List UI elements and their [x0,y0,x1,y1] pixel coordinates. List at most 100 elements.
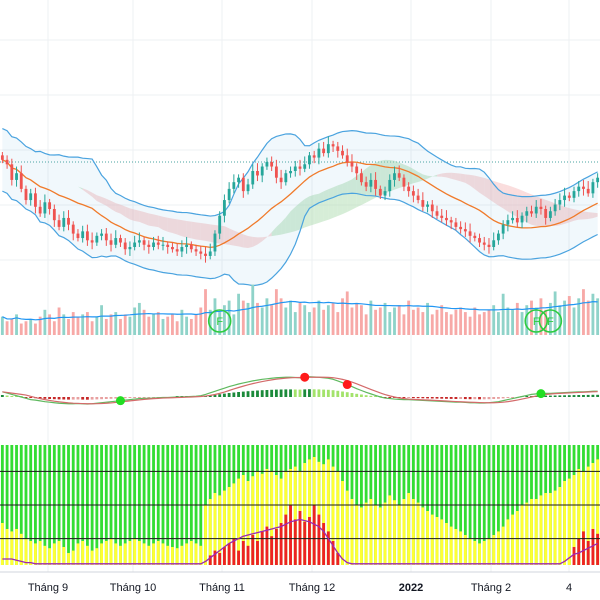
volume-bar [364,314,368,335]
strength-yellow-bar [208,499,212,565]
strength-yellow-bar [449,526,453,565]
strength-yellow-bar [378,507,382,565]
volume-bar [161,318,165,335]
strength-yellow-bar [152,543,155,565]
strength-red-bar [246,545,250,565]
strength-yellow-bar [218,495,222,565]
cloud-segment [441,172,447,178]
cloud-segment [498,182,504,209]
candle-body [553,204,557,212]
candle-body [454,222,458,227]
strength-yellow-bar [166,545,170,565]
volume-bar [530,300,533,335]
green-signal-dot [115,396,125,406]
strength-yellow-bar [100,543,103,565]
strength-yellow-bar [222,490,226,565]
candle-body [582,186,585,189]
strength-yellow-bar [440,519,444,565]
strength-yellow-bar [402,499,406,565]
cloud-segment [200,222,206,241]
strength-yellow-bar [232,483,236,565]
oscillator-bar [237,392,240,397]
candle-body [213,233,217,252]
strength-yellow-bar [76,543,80,565]
candlesticks [0,136,600,263]
volume-bar [449,314,453,335]
strength-yellow-bar [204,505,207,565]
oscillator-bar [511,397,515,398]
strength-yellow-bar [487,538,491,565]
candle-body [52,209,56,221]
candle-body [426,204,429,207]
strength-yellow-bar [10,531,14,565]
oscillator-bar [227,393,231,397]
oscillator-bar [43,397,47,399]
strength-red-bar [256,541,259,565]
oscillator-bar [265,390,269,397]
strength-yellow-bar [279,478,283,565]
strength-yellow-bar [393,500,396,565]
volume-bar [463,312,467,335]
volume-bar [497,312,500,335]
cloud-segment [465,174,471,186]
candle-body [525,211,529,216]
oscillator-bar [48,397,52,399]
candle-body [218,215,222,234]
volume-bar [501,293,505,335]
volume-bar [402,314,406,335]
candle-body [15,173,18,180]
cloud-segment [285,211,291,234]
strength-yellow-bar [171,547,174,565]
strength-yellow-bar [459,531,463,565]
volume-bar [553,291,557,335]
volume-bar [218,312,222,335]
cloud-segment [144,212,149,226]
oscillator-bar [100,397,103,400]
volume-bar [407,300,411,335]
volume-bar [175,321,179,335]
volume-bar [85,312,89,335]
oscillator-bar [104,397,108,399]
cloud-segment [432,174,438,177]
cloud-segment [446,172,452,179]
strength-red-bar [596,533,600,565]
cloud-segment [583,211,589,220]
candle-body [166,244,170,247]
candle-body [199,251,203,254]
volume-bar [421,312,425,335]
strength-yellow-bar [317,461,321,565]
oscillator-bar [454,397,458,399]
strength-red-bar [577,538,581,565]
candle-body [383,191,387,196]
x-tick-label: Tháng 9 [28,582,68,594]
candle-body [364,182,368,187]
strength-yellow-bar [326,459,330,565]
candle-body [19,173,23,189]
cloud-segment [526,192,532,225]
candle-body [119,238,122,243]
cloud-segment [451,172,456,181]
candle-body [189,244,193,250]
volume-bar [312,307,316,335]
strength-yellow-bar [5,529,9,565]
volume-bar [511,309,515,335]
strength-yellow-bar [360,507,363,565]
oscillator-bar [85,397,89,400]
strength-red-bar [293,519,297,565]
cloud-segment [323,189,329,222]
candle-body [378,188,382,196]
volume-bar [5,321,9,335]
volume-bar [52,321,56,335]
oscillator-bar [501,397,505,399]
candle-body [374,179,378,189]
strength-red-bar [298,511,302,565]
oscillator-bar [24,397,28,398]
strength-yellow-bar [322,464,326,565]
cloud-segment [101,196,107,206]
volume-bar [213,298,217,335]
volume-bar [90,321,94,335]
cloud-segment [87,190,93,197]
candle-body [360,173,363,183]
strength-yellow-bar [454,529,458,565]
candle-body [421,200,425,207]
